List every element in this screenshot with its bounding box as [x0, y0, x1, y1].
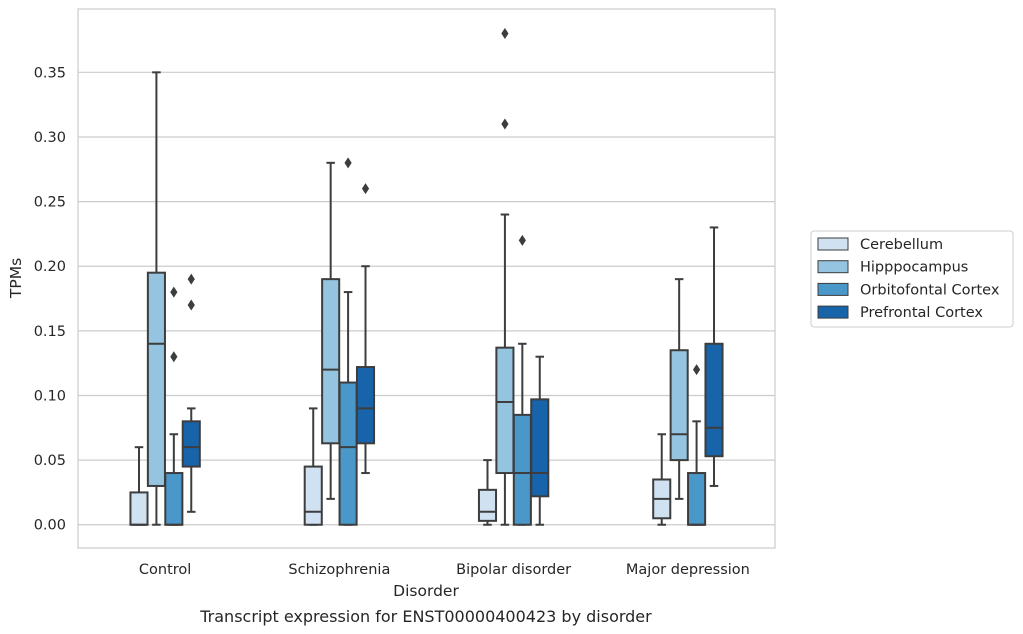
y-tick-label: 0.05: [34, 453, 66, 469]
y-tick-label: 0.15: [34, 324, 66, 340]
y-tick-label: 0.35: [34, 65, 66, 81]
box-3-0: [181, 273, 201, 513]
box-3-1: [355, 183, 376, 475]
box-1-3: [669, 278, 689, 500]
x-axis-label: Disorder: [393, 582, 459, 600]
box-body: [303, 465, 323, 526]
x-tick-label: Major depression: [626, 562, 750, 578]
y-tick-label: 0.30: [34, 130, 66, 146]
plot-frame: [77, 8, 776, 549]
legend: Cerebellum Hipppocampus Orbitofontal Corte…: [810, 230, 1014, 328]
chart-caption: Transcript expression for ENST0000040042…: [199, 607, 652, 626]
box-1-0: [146, 71, 166, 526]
outlier-marker: [170, 351, 178, 363]
box-1-1: [321, 161, 341, 500]
y-axis-ticks: 0.00 0.05 0.10 0.15 0.20 0.25 0.30 0.35: [34, 65, 66, 533]
x-axis-ticks: Control Schizophrenia Bipolar disorder Majo…: [139, 562, 750, 578]
legend-frame: [810, 230, 1014, 328]
box-1-2: [495, 28, 515, 526]
box-body: [687, 472, 707, 526]
box-body: [355, 366, 376, 445]
box-0-3: [652, 433, 672, 526]
box-body: [164, 472, 184, 526]
y-tick-label: 0.00: [34, 518, 66, 534]
box-body: [669, 349, 689, 462]
legend-label: Orbitofontal Cortex: [860, 282, 1000, 298]
legend-swatch: [817, 260, 849, 274]
x-tick-label: Control: [139, 562, 191, 578]
outlier-marker: [187, 299, 195, 311]
box-body: [181, 420, 201, 468]
x-tick-label: Schizophrenia: [288, 562, 390, 578]
y-axis-label: TPMs: [7, 258, 25, 299]
box-body: [704, 342, 724, 458]
legend-swatch: [817, 237, 849, 251]
box-body: [338, 381, 358, 526]
legend-label: Hipppocampus: [860, 260, 968, 276]
box-body: [321, 278, 341, 445]
boxes: [129, 28, 724, 526]
box-body: [495, 346, 515, 475]
legend-items: Cerebellum Hipppocampus Orbitofontal Corte…: [817, 237, 1000, 321]
legend-swatch: [817, 305, 849, 319]
outlier-marker: [187, 273, 195, 285]
legend-label: Prefrontal Cortex: [860, 305, 983, 321]
box-body: [146, 271, 166, 487]
legend-swatch: [817, 282, 849, 296]
outlier-marker: [692, 364, 701, 376]
box-2-1: [338, 157, 358, 526]
box-0-2: [477, 459, 498, 526]
box-2-2: [512, 234, 532, 526]
box-3-3: [704, 226, 724, 487]
outlier-marker: [501, 28, 509, 40]
box-2-3: [687, 364, 707, 526]
box-3-2: [530, 355, 550, 526]
outlier-marker: [344, 157, 352, 169]
box-body: [477, 488, 498, 522]
y-tick-label: 0.25: [34, 195, 66, 211]
outlier-marker: [361, 183, 370, 195]
outlier-marker: [501, 118, 509, 130]
outlier-marker: [170, 286, 178, 298]
box-2-0: [164, 286, 184, 526]
outlier-marker: [518, 234, 526, 246]
y-tick-label: 0.10: [34, 388, 66, 404]
box-0-0: [129, 446, 149, 526]
box-body: [530, 398, 550, 498]
x-tick-label: Bipolar disorder: [456, 562, 571, 578]
box-0-1: [303, 407, 323, 526]
box-body: [129, 491, 149, 526]
box-body: [512, 413, 532, 526]
legend-label: Cerebellum: [860, 237, 943, 253]
y-tick-label: 0.20: [34, 259, 66, 275]
